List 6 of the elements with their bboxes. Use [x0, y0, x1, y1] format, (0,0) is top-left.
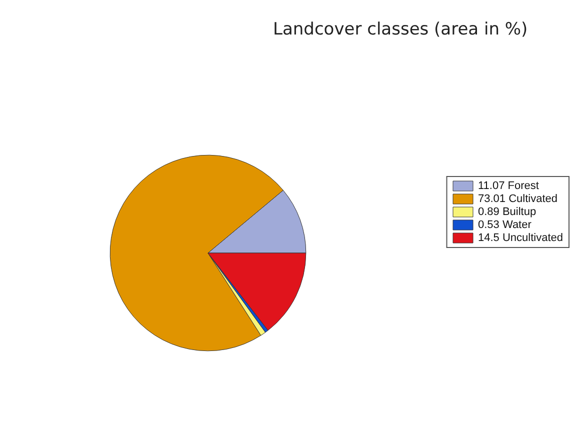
legend-label: 0.53 Water	[478, 219, 532, 231]
legend-label: 73.01 Cultivated	[478, 193, 558, 205]
legend-label: 0.89 Builtup	[478, 206, 536, 218]
chart-title: Landcover classes (area in %)	[273, 20, 528, 40]
legend-label: 14.5 Uncultivated	[478, 232, 563, 244]
legend-label: 11.07 Forest	[478, 180, 539, 192]
